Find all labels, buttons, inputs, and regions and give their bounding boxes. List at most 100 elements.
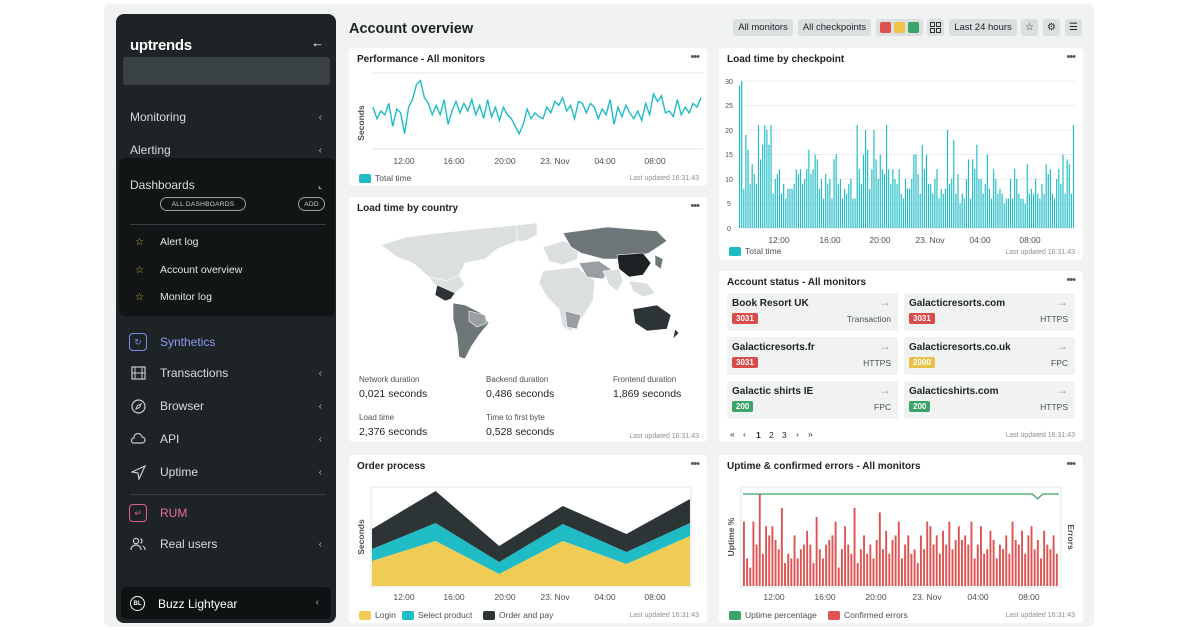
more-icon[interactable]: ••• <box>1066 274 1076 286</box>
page-button[interactable]: 1 <box>756 430 761 440</box>
last-page-icon[interactable]: » <box>808 429 813 439</box>
page-button[interactable]: 2 <box>769 430 774 440</box>
error-bar <box>787 553 790 586</box>
all-monitors-button[interactable]: All monitors <box>733 19 793 36</box>
next-page-icon[interactable]: › <box>796 429 799 439</box>
country-card: Load time by country ••• <box>349 197 707 442</box>
legend-item[interactable]: Select product <box>402 610 472 620</box>
legend-item[interactable]: Login <box>359 610 396 620</box>
sidebar-item-alerting[interactable]: Alerting ‹ <box>116 136 336 164</box>
all-checkpoints-button[interactable]: All checkpoints <box>798 19 871 36</box>
arrow-left-icon[interactable]: ← <box>311 35 324 50</box>
sidebar-item-monitoring[interactable]: Monitoring ‹ <box>116 103 336 131</box>
gear-icon[interactable]: ⚙ <box>1043 19 1060 36</box>
monitor-tile[interactable]: Galacticshirts.com → 200 HTTPS <box>904 381 1075 419</box>
sidebar-item-transactions[interactable]: Transactions ‹ <box>116 359 336 387</box>
monitor-tile[interactable]: Galacticresorts.fr → 3031 HTTPS <box>727 337 898 375</box>
button-label: Last 24 hours <box>954 22 1012 33</box>
bar <box>911 179 913 228</box>
error-bar <box>869 544 872 586</box>
monitor-type: HTTPS <box>1040 314 1068 324</box>
error-bar <box>998 544 1001 586</box>
bar <box>919 193 921 228</box>
sidebar-item-dashboards[interactable]: Dashboards ⌞ <box>116 171 336 199</box>
legend-item[interactable]: Confirmed errors <box>828 610 908 620</box>
uptime-line <box>743 493 1059 500</box>
menu-icon[interactable]: ☰ <box>1065 19 1082 36</box>
more-icon[interactable]: ••• <box>1066 51 1076 63</box>
error-bar <box>901 558 903 586</box>
bar <box>770 125 772 228</box>
bar <box>741 81 743 228</box>
star-icon[interactable]: ☆ <box>1021 19 1038 36</box>
arrow-right-icon: → <box>879 339 891 353</box>
monitor-name: Galacticshirts.com <box>909 386 999 397</box>
bar <box>768 144 770 228</box>
monitor-tile[interactable]: Galacticresorts.com → 3031 HTTPS <box>904 293 1075 331</box>
all-dashboards-button[interactable]: ALL DASHBOARDS <box>160 197 246 211</box>
more-icon[interactable]: ••• <box>690 51 700 63</box>
y-tick: 20 <box>725 128 733 135</box>
user-menu[interactable]: BL Buzz Lightyear ‹ <box>121 587 331 619</box>
sidebar-item-real-users[interactable]: Real users ‹ <box>116 530 336 558</box>
error-bar <box>844 526 847 586</box>
error-bar <box>995 558 998 586</box>
uptime-errors-chart: Uptime % Errors 12:00 16:00 20:00 23. No… <box>726 486 1076 602</box>
bar <box>951 179 953 228</box>
bar <box>854 198 856 228</box>
bar <box>1003 203 1005 228</box>
error-bar <box>825 544 828 586</box>
legend-item[interactable]: Uptime percentage <box>729 610 817 620</box>
monitor-tile[interactable]: Galactic shirts IE → 200 FPC <box>727 381 898 419</box>
first-page-icon[interactable]: « <box>730 429 735 439</box>
sidebar-item-rum[interactable]: ↵ RUM <box>116 499 336 527</box>
y-tick: 10 <box>725 177 733 184</box>
metric-label: Frontend duration <box>613 375 677 384</box>
status-badge: 3031 <box>909 313 935 324</box>
error-bar <box>1049 549 1052 586</box>
add-dashboard-button[interactable]: ADD <box>298 197 325 211</box>
card-title: Order process <box>357 461 426 472</box>
more-icon[interactable]: ••• <box>690 458 700 470</box>
legend-item[interactable]: Total time <box>729 246 781 256</box>
bar <box>879 154 881 228</box>
monitor-tile[interactable]: Galacticresorts.co.uk → 2000 FPC <box>904 337 1075 375</box>
x-tick: 08:00 <box>1019 235 1041 245</box>
grid-icon[interactable] <box>927 19 944 36</box>
legend-item[interactable]: Total time <box>359 173 411 183</box>
chevron-left-icon: ‹ <box>315 597 319 608</box>
more-icon[interactable]: ••• <box>690 200 700 212</box>
sidebar-item-label: Uptime <box>160 465 199 479</box>
y-tick: 0 <box>727 226 731 233</box>
error-bar <box>882 549 884 586</box>
page-button[interactable]: 3 <box>782 430 787 440</box>
bar <box>774 179 776 228</box>
world-map[interactable] <box>367 219 687 364</box>
x-tick: 04:00 <box>969 235 991 245</box>
legend-label: Select product <box>418 610 473 620</box>
sidebar-item-api[interactable]: API ‹ <box>116 425 336 453</box>
error-bar <box>784 563 786 586</box>
bar <box>781 193 783 228</box>
card-title: Uptime & confirmed errors - All monitors <box>727 461 921 472</box>
prev-page-icon[interactable]: ‹ <box>743 429 746 439</box>
sidebar-item-uptime[interactable]: Uptime ‹ <box>116 458 336 486</box>
chevron-left-icon: ‹ <box>318 433 322 445</box>
error-bar <box>935 535 938 586</box>
bar <box>850 179 852 228</box>
error-bar <box>1033 549 1036 586</box>
legend-item[interactable]: Order and pay <box>483 610 553 620</box>
more-icon[interactable]: ••• <box>1066 458 1076 470</box>
bar <box>787 188 789 228</box>
search-input[interactable] <box>123 57 330 85</box>
bar <box>793 183 795 228</box>
sidebar: uptrends ← Monitoring ‹ Alerting ‹ Dashb… <box>116 14 336 623</box>
timeframe-button[interactable]: Last 24 hours <box>949 19 1017 36</box>
sidebar-item-browser[interactable]: Browser ‹ <box>116 392 336 420</box>
error-bar <box>806 530 809 586</box>
error-bar <box>989 530 992 586</box>
bar <box>1022 198 1024 228</box>
monitor-tile[interactable]: Book Resort UK → 3031 Transaction <box>727 293 898 331</box>
bar <box>1001 193 1003 228</box>
sidebar-item-synthetics[interactable]: ↻ Synthetics <box>116 328 336 356</box>
